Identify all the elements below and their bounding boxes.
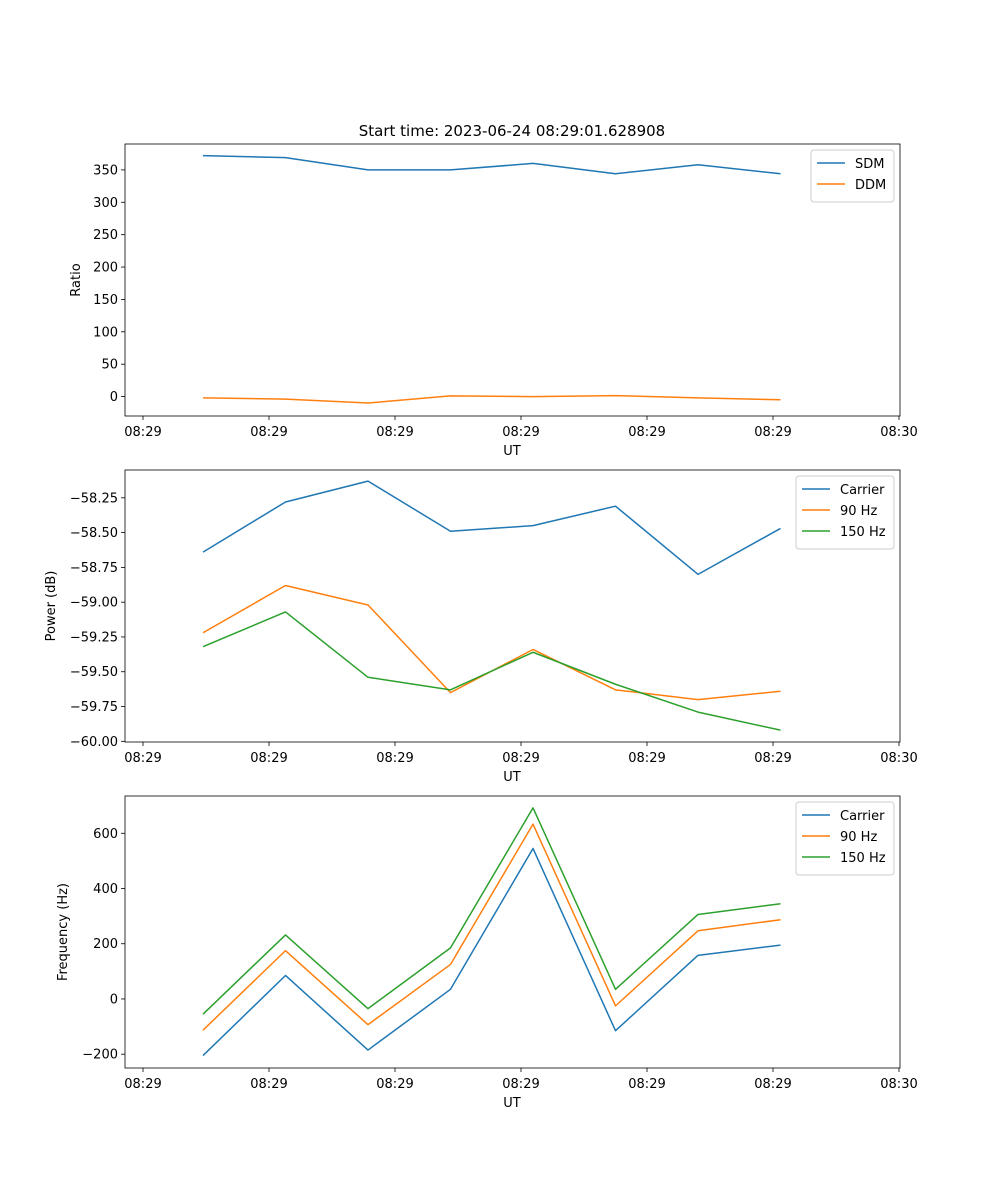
x-tick-label: 08:29 xyxy=(124,751,161,766)
x-tick-label: 08:29 xyxy=(628,425,665,440)
x-tick-label: 08:29 xyxy=(628,1077,665,1092)
y-tick-label: 200 xyxy=(93,261,118,276)
y-axis-label: Power (dB) xyxy=(44,571,59,642)
y-tick-label: −59.50 xyxy=(70,665,118,680)
y-tick-label: −59.75 xyxy=(70,700,118,715)
series-line-150-hz xyxy=(202,807,781,1015)
y-tick-label: 400 xyxy=(93,882,118,897)
x-tick-label: 08:29 xyxy=(250,751,287,766)
legend-label: 150 Hz xyxy=(840,851,886,866)
x-axis-label: UT xyxy=(503,444,521,459)
y-tick-label: −58.25 xyxy=(70,491,118,506)
x-tick-label: 08:29 xyxy=(376,1077,413,1092)
y-tick-label: −59.25 xyxy=(70,630,118,645)
y-tick-label: −58.75 xyxy=(70,561,118,576)
x-tick-label: 08:30 xyxy=(880,751,917,766)
x-tick-label: 08:29 xyxy=(754,425,791,440)
y-tick-label: 300 xyxy=(93,196,118,211)
axes-frame xyxy=(124,795,901,1069)
axes-frame xyxy=(124,143,901,417)
x-axis-label: UT xyxy=(503,770,521,785)
y-tick-label: −200 xyxy=(82,1048,118,1063)
chart-2: 08:29 08:29 08:29 08:29 08:29 08:29 08:30 −60.0… xyxy=(44,469,918,785)
y-tick-label: −60.00 xyxy=(70,735,118,750)
x-tick-label: 08:30 xyxy=(880,1077,917,1092)
legend-label: 150 Hz xyxy=(840,525,886,540)
y-tick-label: 100 xyxy=(93,325,118,340)
series-line-carrier xyxy=(202,480,781,576)
x-tick-label: 08:29 xyxy=(250,1077,287,1092)
y-tick-label: 0 xyxy=(110,390,118,405)
x-tick-label: 08:29 xyxy=(250,425,287,440)
y-tick-label: 250 xyxy=(93,228,118,243)
legend-label: Carrier xyxy=(840,809,885,824)
y-tick-label: −59.00 xyxy=(70,596,118,611)
y-tick-label: 50 xyxy=(101,358,118,373)
x-tick-label: 08:29 xyxy=(502,425,539,440)
series-line-sdm xyxy=(202,154,781,175)
y-axis-label: Frequency (Hz) xyxy=(56,883,71,981)
legend: Carrier 90 Hz 150 Hz xyxy=(795,801,895,876)
x-tick-label: 08:29 xyxy=(628,751,665,766)
legend-label: 90 Hz xyxy=(840,504,877,519)
legend: SDM DDM xyxy=(810,149,895,203)
x-tick-label: 08:29 xyxy=(502,1077,539,1092)
x-tick-label: 08:29 xyxy=(376,751,413,766)
x-tick-label: 08:29 xyxy=(376,425,413,440)
axes-frame xyxy=(124,469,901,743)
figure-title: Start time: 2023-06-24 08:29:01.628908 xyxy=(359,122,665,140)
x-tick-label: 08:29 xyxy=(754,1077,791,1092)
x-tick-label: 08:29 xyxy=(754,751,791,766)
x-tick-label: 08:29 xyxy=(124,1077,161,1092)
y-tick-label: 200 xyxy=(93,937,118,952)
legend-label: DDM xyxy=(855,178,886,193)
y-tick-label: 600 xyxy=(93,827,118,842)
x-tick-label: 08:30 xyxy=(880,425,917,440)
y-tick-label: −58.50 xyxy=(70,526,118,541)
chart-1: 08:29 08:29 08:29 08:29 08:29 08:29 08:30 0 50 10… xyxy=(69,143,918,459)
legend: Carrier 90 Hz 150 Hz xyxy=(795,475,895,550)
series-line-90-hz xyxy=(202,823,781,1031)
x-tick-label: 08:29 xyxy=(124,425,161,440)
y-axis-label: Ratio xyxy=(69,263,84,296)
legend-label: 90 Hz xyxy=(840,830,877,845)
x-tick-label: 08:29 xyxy=(502,751,539,766)
y-tick-label: 350 xyxy=(93,163,118,178)
series-line-carrier xyxy=(202,847,781,1057)
legend-label: SDM xyxy=(855,157,884,172)
chart-3: 08:29 08:29 08:29 08:29 08:29 08:29 08:30 −200 0… xyxy=(56,795,918,1111)
series-line-ddm xyxy=(202,394,781,404)
legend-label: Carrier xyxy=(840,483,885,498)
y-tick-label: 150 xyxy=(93,293,118,308)
y-tick-label: 0 xyxy=(110,992,118,1007)
series-line-150-hz xyxy=(202,611,781,731)
x-axis-label: UT xyxy=(503,1096,521,1111)
